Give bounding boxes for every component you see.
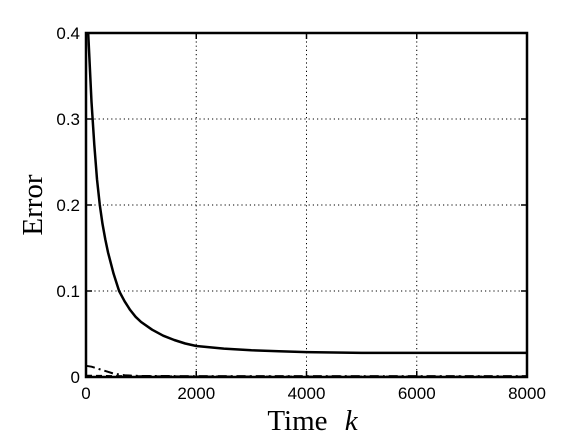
x-tick-label: 2000 — [177, 384, 215, 403]
x-axis-title-word: Time — [267, 405, 327, 437]
x-tick-label: 4000 — [288, 384, 326, 403]
y-tick-label: 0.1 — [56, 282, 80, 301]
x-tick-label: 0 — [81, 384, 90, 403]
y-tick-label: 0 — [71, 368, 80, 387]
y-tick-label: 0.2 — [56, 196, 80, 215]
y-tick-label: 0.4 — [56, 24, 80, 43]
x-axis-title-variable: k — [345, 405, 359, 437]
x-tick-labels: 0 2000 4000 6000 8000 — [81, 384, 546, 403]
x-tick-label: 6000 — [398, 384, 436, 403]
y-tick-labels: 0 0.1 0.2 0.3 0.4 — [56, 24, 80, 387]
x-tick-label: 8000 — [508, 384, 546, 403]
x-axis-title: Time k — [267, 405, 358, 437]
grid-lines — [86, 33, 527, 377]
y-axis-title: Error — [17, 174, 49, 236]
y-tick-label: 0.3 — [56, 110, 80, 129]
series-line-solid — [86, 32, 527, 355]
tick-marks — [85, 32, 528, 378]
